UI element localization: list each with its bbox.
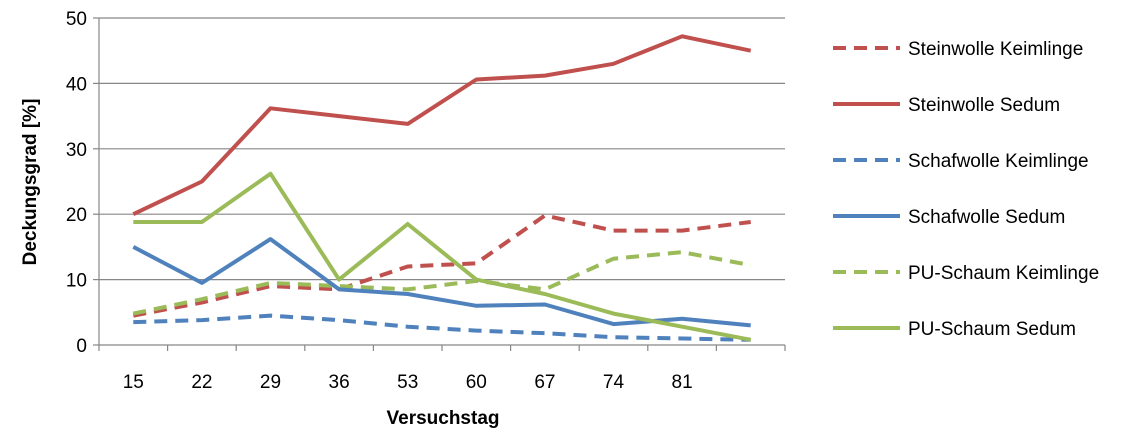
legend-label: Steinwolle Sedum	[908, 95, 1060, 116]
y-tick-label: 10	[66, 271, 87, 292]
legend: Steinwolle Keimlinge Steinwolle Sedum Scha…	[833, 39, 1099, 340]
x-tick-label: 74	[603, 372, 625, 393]
y-axis-title: Deckungsgrad [%]	[20, 99, 41, 266]
series-line-5	[133, 171, 752, 342]
y-tick-label: 20	[66, 205, 87, 226]
x-tick-label: 67	[534, 372, 555, 393]
series-line-1	[132, 34, 752, 217]
y-tick-label: 50	[66, 9, 87, 30]
legend-label: Schafwolle Sedum	[908, 207, 1065, 228]
gridlines	[99, 17, 785, 281]
series-line-2	[133, 313, 751, 342]
x-tick-label: 53	[397, 372, 418, 393]
series-lines	[132, 34, 752, 342]
y-axis: 0 10 20 30 40 50	[66, 9, 100, 357]
legend-label: PU-Schaum Sedum	[908, 319, 1076, 340]
x-tick-label: 81	[672, 372, 693, 393]
x-axis: 15 22 29 36 53 60 67 74 81	[98, 344, 786, 393]
legend-label: PU-Schaum Keimlinge	[908, 263, 1099, 284]
x-axis-title: Versuchstag	[387, 408, 500, 429]
series-line-4	[132, 250, 752, 316]
y-tick-label: 0	[76, 336, 87, 357]
x-tick-label: 60	[466, 372, 487, 393]
y-tick-label: 40	[66, 74, 87, 95]
legend-label: Schafwolle Keimlinge	[908, 151, 1089, 172]
x-tick-label: 22	[191, 372, 212, 393]
legend-label: Steinwolle Keimlinge	[908, 39, 1083, 60]
y-tick-label: 30	[66, 140, 87, 161]
x-tick-label: 15	[123, 372, 144, 393]
x-tick-label: 29	[260, 372, 281, 393]
series-line-0	[132, 213, 751, 318]
x-tick-label: 36	[329, 372, 350, 393]
